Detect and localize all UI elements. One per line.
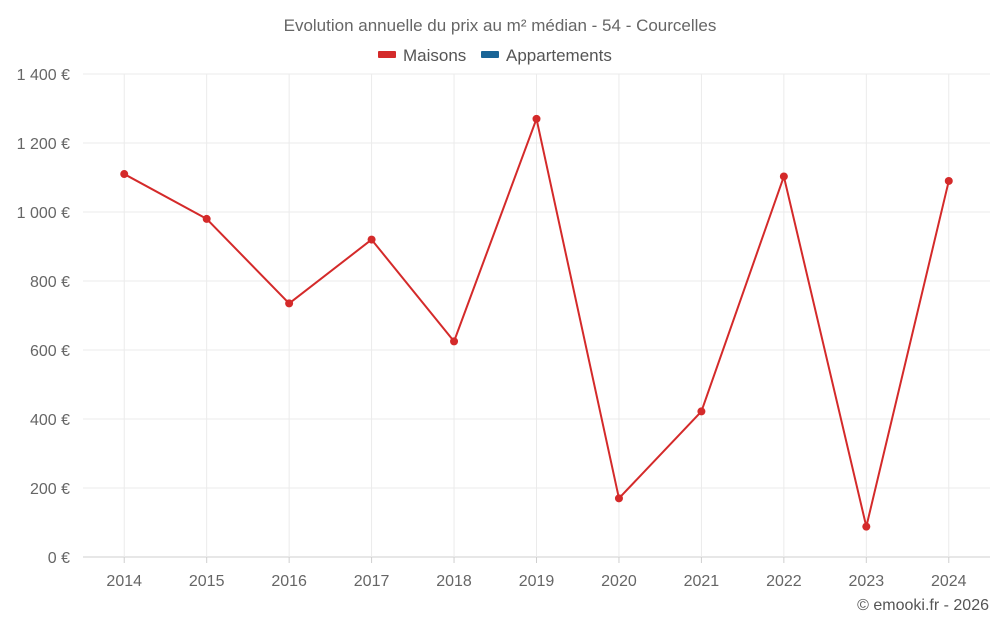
- credit-text: © emooki.fr - 2026: [857, 597, 989, 614]
- x-tick-label: 2016: [271, 573, 307, 590]
- x-tick-label: 2015: [189, 573, 225, 590]
- x-tick-label: 2024: [931, 573, 967, 590]
- data-point-2022[interactable]: [779, 172, 788, 181]
- data-point-2014[interactable]: [120, 170, 129, 179]
- legend-swatch: [481, 51, 499, 58]
- y-tick-label: 600 €: [30, 343, 70, 360]
- data-point-2015[interactable]: [202, 214, 211, 223]
- x-tick-label: 2014: [106, 573, 142, 590]
- y-tick-label: 800 €: [30, 274, 70, 291]
- legend: Maisons Appartements: [378, 46, 612, 65]
- data-point-2024[interactable]: [944, 176, 953, 185]
- x-tick-label: 2021: [684, 573, 720, 590]
- data-point-2016[interactable]: [285, 299, 294, 308]
- data-point-2019[interactable]: [532, 114, 541, 123]
- x-tick-label: 2017: [354, 573, 390, 590]
- y-tick-label: 1 200 €: [17, 136, 70, 153]
- grid: [83, 73, 990, 558]
- x-tick-label: 2020: [601, 573, 637, 590]
- y-tick-label: 0 €: [48, 550, 70, 567]
- chart-title: Evolution annuelle du prix au m² médian …: [284, 16, 717, 35]
- x-tick-label: 2018: [436, 573, 472, 590]
- legend-item[interactable]: Maisons: [378, 46, 466, 65]
- y-tick-label: 400 €: [30, 412, 70, 429]
- legend-item[interactable]: Appartements: [481, 46, 612, 65]
- x-tick-label: 2019: [519, 573, 555, 590]
- x-tick-label: 2022: [766, 573, 802, 590]
- y-tick-label: 1 400 €: [17, 67, 70, 84]
- y-tick-label: 1 000 €: [17, 205, 70, 222]
- data-point-2020[interactable]: [614, 494, 623, 503]
- y-tick-label: 200 €: [30, 481, 70, 498]
- y-axis-ticks: 0 € 200 € 400 € 600 € 800 € 1 000 € 1 200 € 1 4…: [17, 67, 70, 567]
- series-group: [120, 114, 953, 531]
- data-point-2023[interactable]: [862, 522, 871, 531]
- data-point-2021[interactable]: [697, 407, 706, 416]
- legend-label: Maisons: [403, 46, 466, 65]
- legend-label: Appartements: [506, 46, 612, 65]
- data-point-2018[interactable]: [450, 337, 459, 346]
- x-axis-ticks: 2014 2015 2016 2017 2018 2019 2020 2021 2022 2023…: [106, 557, 967, 590]
- legend-swatch: [378, 51, 396, 58]
- x-tick-label: 2023: [849, 573, 885, 590]
- data-point-2017[interactable]: [367, 235, 376, 244]
